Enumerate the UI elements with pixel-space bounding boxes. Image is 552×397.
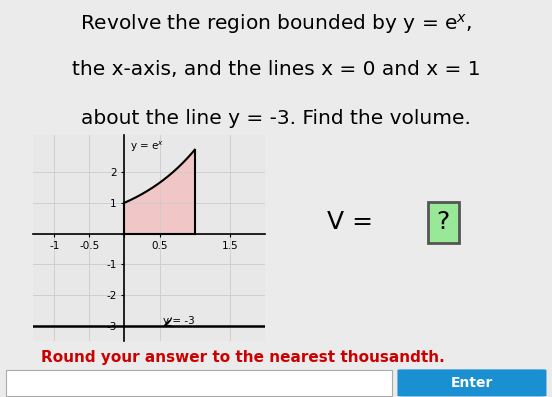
Text: V =: V =	[327, 210, 381, 234]
Text: Round your answer to the nearest thousandth.: Round your answer to the nearest thousan…	[41, 350, 445, 365]
FancyBboxPatch shape	[397, 369, 546, 397]
FancyBboxPatch shape	[6, 370, 392, 396]
Text: y = e$^x$: y = e$^x$	[130, 140, 164, 154]
Text: Revolve the region bounded by y = e$^x$,: Revolve the region bounded by y = e$^x$,	[80, 12, 472, 36]
Text: Enter: Enter	[451, 376, 493, 390]
Text: the x-axis, and the lines x = 0 and x = 1: the x-axis, and the lines x = 0 and x = …	[72, 60, 480, 79]
Text: ?: ?	[437, 210, 450, 234]
Text: y = -3: y = -3	[163, 316, 195, 326]
Text: about the line y = -3. Find the volume.: about the line y = -3. Find the volume.	[81, 109, 471, 127]
